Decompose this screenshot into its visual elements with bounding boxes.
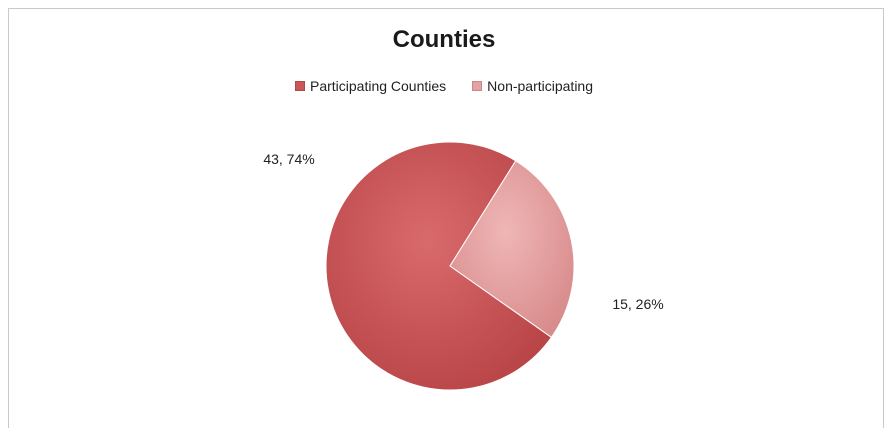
legend-item-non-participating: Non-participating — [472, 78, 593, 94]
legend-item-participating: Participating Counties — [294, 78, 447, 94]
chart-legend: Participating Counties Non-participating — [0, 78, 888, 94]
data-label-participating: 43, 74% — [263, 151, 314, 167]
legend-label-participating: Participating Counties — [309, 78, 447, 94]
pie-slice-non-participating — [449, 160, 575, 339]
chart-title: Counties — [392, 26, 496, 53]
legend-label-non-participating: Non-participating — [487, 78, 594, 94]
legend-swatch-non-participating — [472, 81, 483, 91]
data-label-non-participating: 15, 26% — [612, 296, 663, 312]
legend-swatch-participating — [294, 81, 305, 91]
pie-slice-participating — [325, 141, 553, 391]
chart-frame — [8, 8, 884, 428]
